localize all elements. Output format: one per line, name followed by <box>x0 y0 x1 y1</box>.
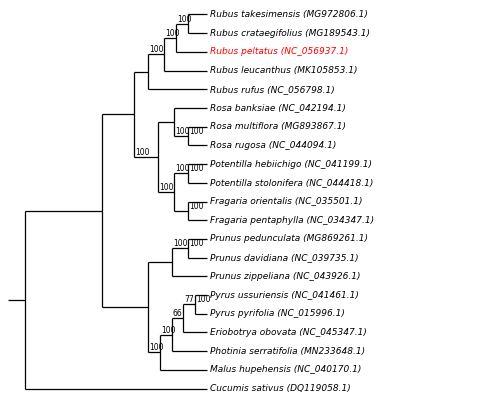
Text: 100: 100 <box>159 183 174 192</box>
Text: 100: 100 <box>173 239 188 248</box>
Text: Potentilla stolonifera (NC_044418.1): Potentilla stolonifera (NC_044418.1) <box>210 178 374 187</box>
Text: Rubus takesimensis (MG972806.1): Rubus takesimensis (MG972806.1) <box>210 10 368 19</box>
Text: 100: 100 <box>176 164 190 173</box>
Text: Prunus pedunculata (MG869261.1): Prunus pedunculata (MG869261.1) <box>210 235 368 243</box>
Text: 100: 100 <box>190 239 204 248</box>
Text: Rubus peltatus (NC_056937.1): Rubus peltatus (NC_056937.1) <box>210 48 348 56</box>
Text: Potentilla hebiichigo (NC_041199.1): Potentilla hebiichigo (NC_041199.1) <box>210 160 372 168</box>
Text: 100: 100 <box>190 164 204 173</box>
Text: Rubus crataegifolius (MG189543.1): Rubus crataegifolius (MG189543.1) <box>210 29 370 38</box>
Text: Cucumis sativus (DQ119058.1): Cucumis sativus (DQ119058.1) <box>210 384 351 393</box>
Text: Prunus zippeliana (NC_043926.1): Prunus zippeliana (NC_043926.1) <box>210 272 361 281</box>
Text: Pyrus pyrifolia (NC_015996.1): Pyrus pyrifolia (NC_015996.1) <box>210 309 345 318</box>
Text: Pyrus ussuriensis (NC_041461.1): Pyrus ussuriensis (NC_041461.1) <box>210 291 359 299</box>
Text: 100: 100 <box>150 45 164 54</box>
Text: Rosa multiflora (MG893867.1): Rosa multiflora (MG893867.1) <box>210 122 346 131</box>
Text: Rosa banksiae (NC_042194.1): Rosa banksiae (NC_042194.1) <box>210 104 346 112</box>
Text: Fragaria orientalis (NC_035501.1): Fragaria orientalis (NC_035501.1) <box>210 197 363 206</box>
Text: 100: 100 <box>176 127 190 136</box>
Text: Photinia serratifolia (MN233648.1): Photinia serratifolia (MN233648.1) <box>210 347 366 355</box>
Text: Fragaria pentaphylla (NC_034347.1): Fragaria pentaphylla (NC_034347.1) <box>210 216 374 225</box>
Text: 100: 100 <box>162 326 176 335</box>
Text: 100: 100 <box>165 29 180 38</box>
Text: Rubus leucanthus (MK105853.1): Rubus leucanthus (MK105853.1) <box>210 66 358 75</box>
Text: Rosa rugosa (NC_044094.1): Rosa rugosa (NC_044094.1) <box>210 141 336 150</box>
Text: Eriobotrya obovata (NC_045347.1): Eriobotrya obovata (NC_045347.1) <box>210 328 367 337</box>
Text: 66: 66 <box>173 310 182 318</box>
Text: 100: 100 <box>178 15 192 24</box>
Text: 100: 100 <box>190 127 204 136</box>
Text: 100: 100 <box>190 202 204 211</box>
Text: Rubus rufus (NC_056798.1): Rubus rufus (NC_056798.1) <box>210 85 335 94</box>
Text: Prunus davidiana (NC_039735.1): Prunus davidiana (NC_039735.1) <box>210 253 359 262</box>
Text: 100: 100 <box>136 148 150 157</box>
Text: 100: 100 <box>150 343 164 352</box>
Text: 100: 100 <box>196 295 211 304</box>
Text: 77: 77 <box>184 295 194 304</box>
Text: Malus hupehensis (NC_040170.1): Malus hupehensis (NC_040170.1) <box>210 365 362 374</box>
